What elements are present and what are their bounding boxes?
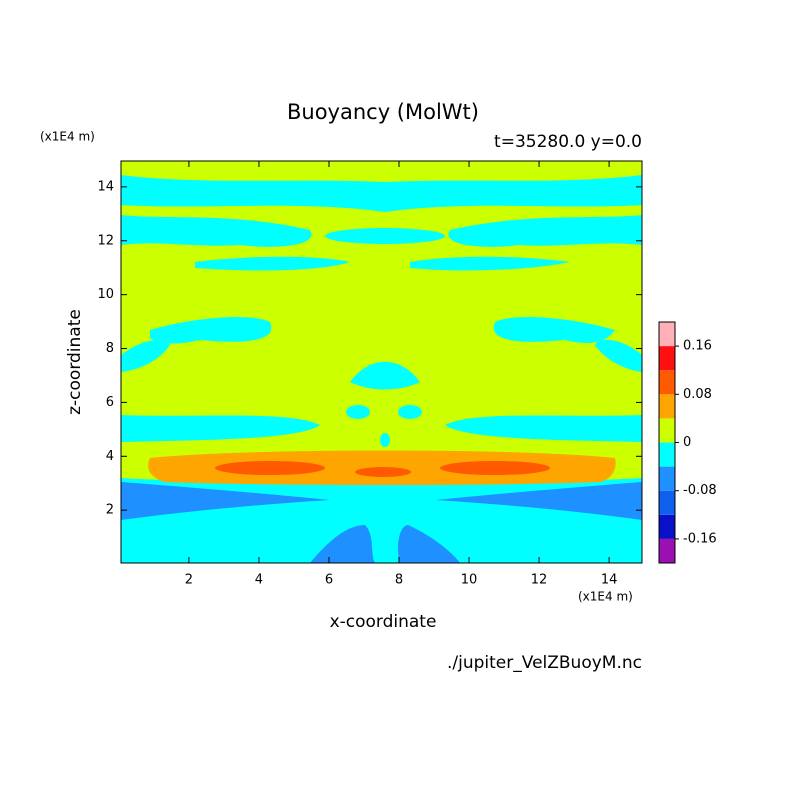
x-tick-label: 14 bbox=[601, 573, 618, 588]
y-tick-label: 12 bbox=[97, 233, 114, 248]
colorbar-tick-label: 0.08 bbox=[683, 387, 712, 402]
y-tick-label: 8 bbox=[106, 341, 114, 356]
source-file: ./jupiter_VelZBuoyM.nc bbox=[447, 653, 642, 673]
y-tick-label: 2 bbox=[106, 503, 114, 518]
colorbar-tick-label: -0.08 bbox=[683, 483, 717, 498]
x-tick-label: 4 bbox=[255, 573, 263, 588]
colorbar-segment bbox=[659, 394, 675, 419]
x-unit: (x1E4 m) bbox=[578, 590, 633, 604]
contour-field bbox=[121, 161, 642, 563]
x-tick-label: 6 bbox=[325, 573, 333, 588]
colorbar-segment bbox=[659, 514, 675, 539]
colorbar-segment bbox=[659, 322, 675, 347]
colorbar-segment bbox=[659, 538, 675, 563]
colorbar-tick-label: -0.16 bbox=[683, 531, 717, 546]
y-tick-label: 10 bbox=[97, 287, 114, 302]
x-tick-label: 2 bbox=[185, 573, 193, 588]
chart-subtitle: t=35280.0 y=0.0 bbox=[494, 132, 642, 152]
colorbar-segment bbox=[659, 466, 675, 491]
plot-frame bbox=[120, 160, 643, 564]
colorbar-segment bbox=[659, 346, 675, 371]
colorbar-segment bbox=[659, 418, 675, 443]
x-tick-label: 10 bbox=[461, 573, 478, 588]
colorbar-segment bbox=[659, 490, 675, 515]
y-tick-label: 4 bbox=[106, 449, 114, 464]
colorbar-tick-label: 0 bbox=[683, 435, 691, 450]
y-tick-label: 6 bbox=[106, 395, 114, 410]
colorbar-segment bbox=[659, 370, 675, 395]
x-tick-label: 12 bbox=[531, 573, 548, 588]
y-tick-label: 14 bbox=[97, 179, 114, 194]
colorbar-tick-label: 0.16 bbox=[683, 339, 712, 354]
x-tick-label: 8 bbox=[395, 573, 403, 588]
y-axis-label: z-coordinate bbox=[65, 309, 85, 415]
chart-title: Buoyancy (MolWt) bbox=[287, 100, 479, 124]
x-axis-label: x-coordinate bbox=[330, 612, 437, 632]
colorbar-segment bbox=[659, 442, 675, 467]
y-unit: (x1E4 m) bbox=[40, 130, 95, 144]
